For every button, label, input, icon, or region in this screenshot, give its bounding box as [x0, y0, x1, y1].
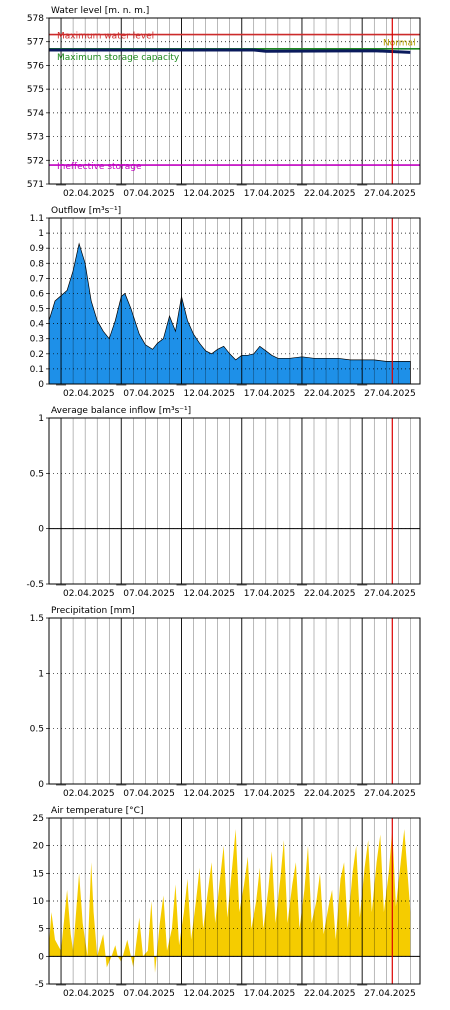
x-tick-label: 22.04.2025 [304, 589, 356, 599]
y-tick-label: 0 [38, 525, 44, 535]
x-tick-label: 17.04.2025 [244, 589, 296, 599]
x-tick-label: 17.04.2025 [244, 789, 296, 799]
y-tick-label: 0 [38, 780, 44, 790]
x-tick-label: 27.04.2025 [364, 389, 416, 399]
y-tick-label: 0.3 [30, 335, 44, 345]
x-tick-label: 27.04.2025 [364, 589, 416, 599]
reference-line-label: Maximum water level [57, 32, 154, 42]
y-tick-label: 571 [27, 180, 44, 190]
y-tick-label: 578 [27, 14, 44, 24]
panel-title: Air temperature [°C] [51, 806, 143, 816]
plot-area [49, 418, 420, 584]
y-tick-label: 1.1 [30, 214, 44, 224]
plot-frame [48, 617, 421, 785]
y-tick-label: 0 [38, 380, 44, 390]
y-tick-label: 1.5 [30, 614, 44, 624]
y-tick-label: 0 [38, 952, 44, 962]
y-tick-label: 574 [27, 109, 44, 119]
x-tick-label: 17.04.2025 [244, 989, 296, 999]
x-tick-label: 22.04.2025 [304, 989, 356, 999]
x-tick-label: 17.04.2025 [244, 189, 296, 199]
x-tick-label: 17.04.2025 [244, 389, 296, 399]
x-tick-label: 07.04.2025 [123, 789, 175, 799]
plot-area [49, 618, 420, 784]
x-tick-label: 12.04.2025 [184, 989, 236, 999]
x-tick-label: 12.04.2025 [184, 589, 236, 599]
y-tick-label: 0.7 [30, 274, 44, 284]
x-tick-label: 07.04.2025 [123, 389, 175, 399]
x-tick-label: 07.04.2025 [123, 989, 175, 999]
y-tick-label: 577 [27, 38, 44, 48]
y-tick-label: 0.1 [30, 365, 44, 375]
y-tick-label: 0.8 [30, 259, 45, 269]
x-tick-label: 07.04.2025 [123, 189, 175, 199]
reference-line-label: Ineffective storage [57, 162, 142, 172]
panel-title: Outflow [m³s⁻¹] [51, 206, 121, 216]
y-tick-label: 0.6 [30, 289, 45, 299]
y-tick-label: 1 [38, 229, 44, 239]
y-tick-label: -0.5 [26, 580, 44, 590]
y-tick-label: 576 [27, 61, 44, 71]
y-tick-label: -5 [35, 980, 44, 990]
series-area [48, 242, 411, 385]
y-tick-label: 25 [33, 814, 44, 824]
plot-frame [48, 17, 421, 185]
y-tick-label: 0.2 [30, 350, 44, 360]
y-tick-label: 0.5 [30, 305, 44, 315]
x-tick-label: 27.04.2025 [364, 789, 416, 799]
x-tick-label: 12.04.2025 [184, 189, 236, 199]
x-tick-label: 02.04.2025 [63, 989, 115, 999]
normal-label: Normal [383, 38, 416, 48]
water-level-line [49, 48, 411, 54]
x-tick-label: 22.04.2025 [304, 389, 356, 399]
x-tick-label: 02.04.2025 [63, 189, 115, 199]
panel-balance-inflow: Average balance inflow [m³s⁻¹] -0.5 0 0.5 1 0… [26, 406, 421, 599]
panel-title: Average balance inflow [m³s⁻¹] [51, 406, 191, 416]
y-tick-label: 20 [33, 842, 45, 852]
panel-precipitation: Precipitation [mm] 0 0.5 1 1.5 02.04.2025 07.0… [30, 606, 421, 799]
panel-title: Water level [m. n. m.] [51, 6, 149, 16]
x-tick-label: 12.04.2025 [184, 789, 236, 799]
y-tick-label: 1 [38, 669, 44, 679]
x-tick-label: 12.04.2025 [184, 389, 236, 399]
y-tick-label: 1 [38, 414, 44, 424]
plot-frame [48, 417, 421, 585]
plot-frame [48, 217, 421, 385]
x-tick-label: 22.04.2025 [304, 189, 356, 199]
y-tick-label: 0.5 [30, 725, 44, 735]
y-tick-label: 10 [33, 897, 45, 907]
y-tick-label: 573 [27, 133, 44, 143]
x-tick-label: 02.04.2025 [63, 589, 115, 599]
panel-outflow: Outflow [m³s⁻¹] 0 0.1 0.2 0.3 0.4 0.5 0.6 0.7 0.8… [30, 206, 421, 399]
panel-air-temperature: Air temperature [°C] -5 0 5 10 15 20 25 02.04.20… [33, 806, 421, 999]
y-tick-label: 0.9 [30, 244, 45, 254]
x-tick-label: 02.04.2025 [63, 389, 115, 399]
y-tick-label: 572 [27, 156, 44, 166]
reference-line-label: Maximum storage capacity [57, 53, 180, 63]
plot-frame [48, 817, 421, 985]
y-tick-label: 0.5 [30, 469, 44, 479]
x-tick-label: 07.04.2025 [123, 589, 175, 599]
x-tick-label: 22.04.2025 [304, 789, 356, 799]
x-tick-label: 27.04.2025 [364, 189, 416, 199]
plot-area [49, 18, 420, 184]
y-tick-label: 15 [33, 869, 44, 879]
panel-water-level: Water level [m. n. m.] 571 572 573 574 575 576… [27, 6, 421, 199]
y-tick-label: 5 [38, 925, 44, 935]
x-tick-label: 02.04.2025 [63, 789, 115, 799]
y-tick-label: 0.4 [30, 320, 45, 330]
y-tick-label: 575 [27, 85, 44, 95]
x-tick-label: 27.04.2025 [364, 989, 416, 999]
panel-title: Precipitation [mm] [51, 606, 135, 616]
